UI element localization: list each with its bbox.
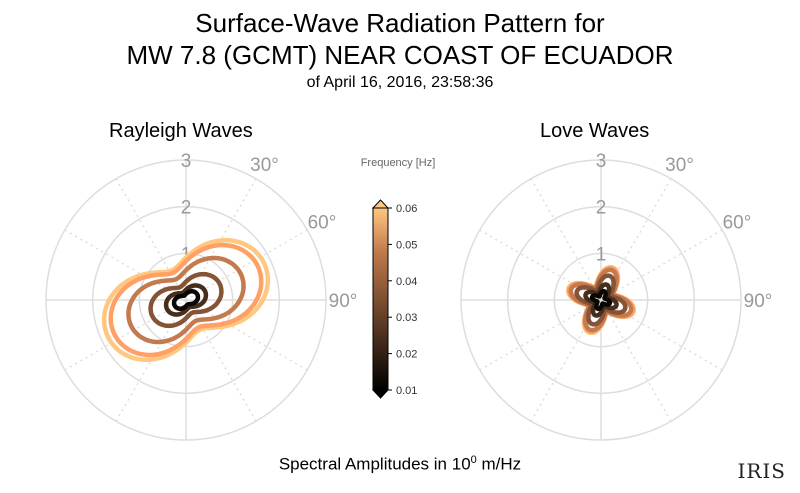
angular-grid-line xyxy=(600,299,672,422)
angle-tick-label: 90° xyxy=(329,291,358,312)
colorbar-tick-label: 0.01 xyxy=(396,385,417,397)
colorbar-tick-label: 0.03 xyxy=(396,312,417,324)
angle-tick-label: 90° xyxy=(744,291,773,312)
angular-grid-line xyxy=(600,229,723,301)
chart-title-line1: Surface-Wave Radiation Pattern for xyxy=(195,8,605,38)
xlabel-suffix: m/Hz xyxy=(476,454,522,474)
chart-subtitle: of April 16, 2016, 23:58:36 xyxy=(306,74,494,91)
angular-grid-line xyxy=(530,178,602,301)
love-panel-title: Love Waves xyxy=(540,120,650,142)
pattern-curve-0.01 xyxy=(589,288,613,312)
pattern-curve-0.03 xyxy=(574,273,628,327)
radial-tick-label: 1 xyxy=(596,244,607,265)
colorbar-label: Frequency [Hz] xyxy=(361,157,436,169)
pattern-curve-0.05 xyxy=(108,242,264,358)
xlabel-prefix: Spectral Amplitudes in 10 xyxy=(278,454,471,474)
radial-tick-label: 3 xyxy=(181,151,192,172)
iris-logo: IRIS xyxy=(737,459,786,483)
chart-title-line2: MW 7.8 (GCMT) NEAR COAST OF ECUADOR xyxy=(126,40,674,70)
pattern-curve-0.02 xyxy=(163,283,209,317)
pattern-curve-0.06 xyxy=(101,237,271,363)
angular-grid-line xyxy=(479,299,602,371)
xlabel-exponent: 0 xyxy=(470,454,477,466)
colorbar-top-arrow xyxy=(371,199,390,209)
colorbar-gradient xyxy=(372,207,389,391)
frequency-colorbar: Frequency [Hz] 0.06 0.05 0.04 0.03 0.02 0.01 xyxy=(361,157,436,399)
colorbar-tick-label: 0.05 xyxy=(396,239,417,251)
angle-tick-label: 30° xyxy=(665,155,694,176)
pattern-curve-0.04 xyxy=(126,255,246,345)
angle-tick-label: 30° xyxy=(250,155,279,176)
x-axis-label: Spectral Amplitudes in 100 m/Hz xyxy=(0,454,800,475)
pattern-curve-0.01 xyxy=(171,289,201,311)
radial-tick-label: 2 xyxy=(596,198,607,219)
radial-tick-label: 2 xyxy=(181,198,192,219)
angle-tick-label: 60° xyxy=(723,213,752,234)
rayleigh-polar-axes: 123 30°60°90° xyxy=(45,151,358,441)
rayleigh-panel-title: Rayleigh Waves xyxy=(109,120,253,142)
love-polar-axes: 1 2 3 30° 60° 90° xyxy=(460,151,773,441)
colorbar-tick-label: 0.04 xyxy=(396,276,417,288)
pattern-curve-0.03 xyxy=(148,271,224,329)
colorbar-bottom-arrow xyxy=(371,389,390,399)
colorbar-tick-label: 0.02 xyxy=(396,349,417,361)
angle-tick-label: 60° xyxy=(308,213,337,234)
colorbar-tick-label: 0.06 xyxy=(396,203,417,215)
radial-tick-label: 3 xyxy=(596,151,607,172)
